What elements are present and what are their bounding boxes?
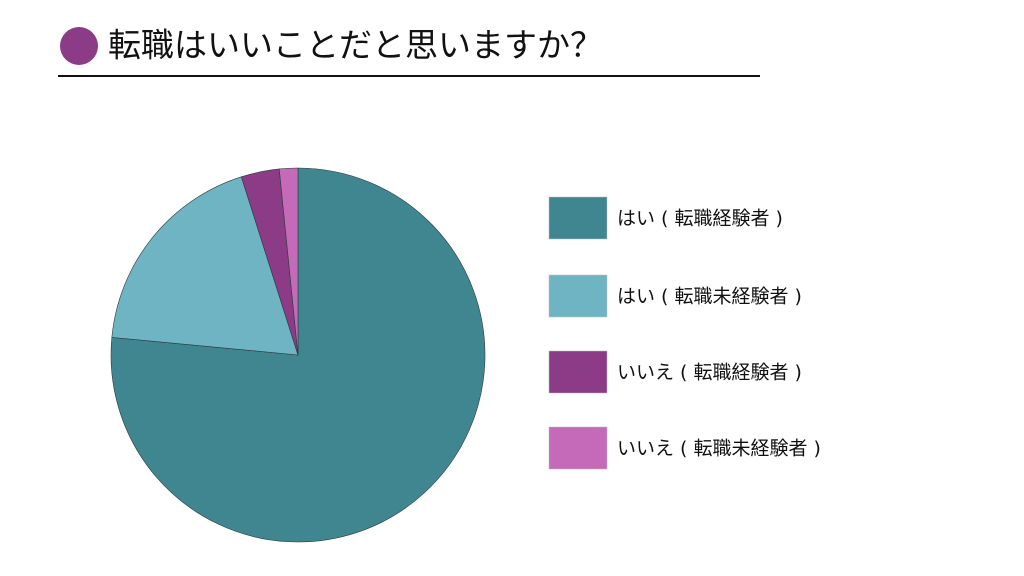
legend-swatch bbox=[548, 350, 608, 394]
legend-label: いいえ ( 転職未経験者 ) bbox=[617, 438, 821, 460]
legend-label: はい ( 転職経験者 ) bbox=[617, 208, 783, 230]
legend-label: はい ( 転職未経験者 ) bbox=[617, 286, 802, 308]
chart-title: 転職はいいことだと思いますか？ bbox=[108, 26, 603, 65]
pie-slice bbox=[111, 176, 299, 356]
title-bullet bbox=[60, 27, 98, 65]
legend-swatch bbox=[548, 426, 608, 470]
legend-label: いいえ ( 転職経験者 ) bbox=[617, 362, 802, 384]
legend-swatch bbox=[548, 196, 608, 240]
pie-slice bbox=[278, 167, 299, 356]
legend-swatch bbox=[548, 274, 608, 318]
